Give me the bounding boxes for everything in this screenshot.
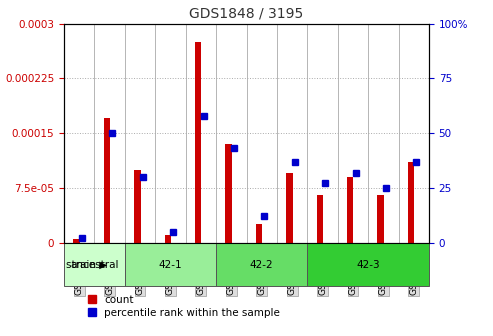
Title: GDS1848 / 3195: GDS1848 / 3195 <box>189 7 304 21</box>
Text: strain ▶: strain ▶ <box>66 260 107 269</box>
Bar <box>347 177 353 243</box>
FancyBboxPatch shape <box>307 243 429 287</box>
Bar <box>134 170 141 243</box>
Bar <box>73 239 80 243</box>
Bar <box>408 162 414 243</box>
Text: 42-3: 42-3 <box>356 260 380 269</box>
Bar <box>256 224 262 243</box>
FancyBboxPatch shape <box>216 243 307 287</box>
Bar <box>317 195 323 243</box>
FancyBboxPatch shape <box>64 243 125 287</box>
Text: 42-1: 42-1 <box>159 260 182 269</box>
Text: 42-2: 42-2 <box>250 260 274 269</box>
Bar <box>195 42 202 243</box>
Bar <box>286 173 293 243</box>
Text: ancestral: ancestral <box>70 260 119 269</box>
Bar <box>165 235 171 243</box>
Bar <box>225 144 232 243</box>
Bar <box>104 119 110 243</box>
FancyBboxPatch shape <box>125 243 216 287</box>
Legend: count, percentile rank within the sample: count, percentile rank within the sample <box>88 295 280 318</box>
Bar <box>378 195 384 243</box>
